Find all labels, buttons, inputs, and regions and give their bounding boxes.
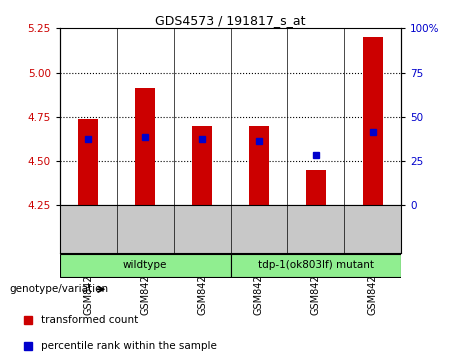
Bar (78, 119, 98, 205)
Bar (192, 126, 212, 205)
Text: transformed count: transformed count (41, 315, 139, 325)
FancyBboxPatch shape (230, 254, 401, 277)
Text: wildtype: wildtype (123, 261, 167, 270)
Title: GDS4573 / 191817_s_at: GDS4573 / 191817_s_at (155, 14, 306, 27)
Bar (306, 170, 326, 205)
Text: tdp-1(ok803lf) mutant: tdp-1(ok803lf) mutant (258, 261, 374, 270)
Text: percentile rank within the sample: percentile rank within the sample (41, 341, 218, 352)
Bar (249, 126, 269, 205)
Bar (135, 88, 155, 205)
FancyBboxPatch shape (60, 254, 230, 277)
Bar (363, 37, 383, 205)
Text: genotype/variation: genotype/variation (9, 284, 108, 294)
